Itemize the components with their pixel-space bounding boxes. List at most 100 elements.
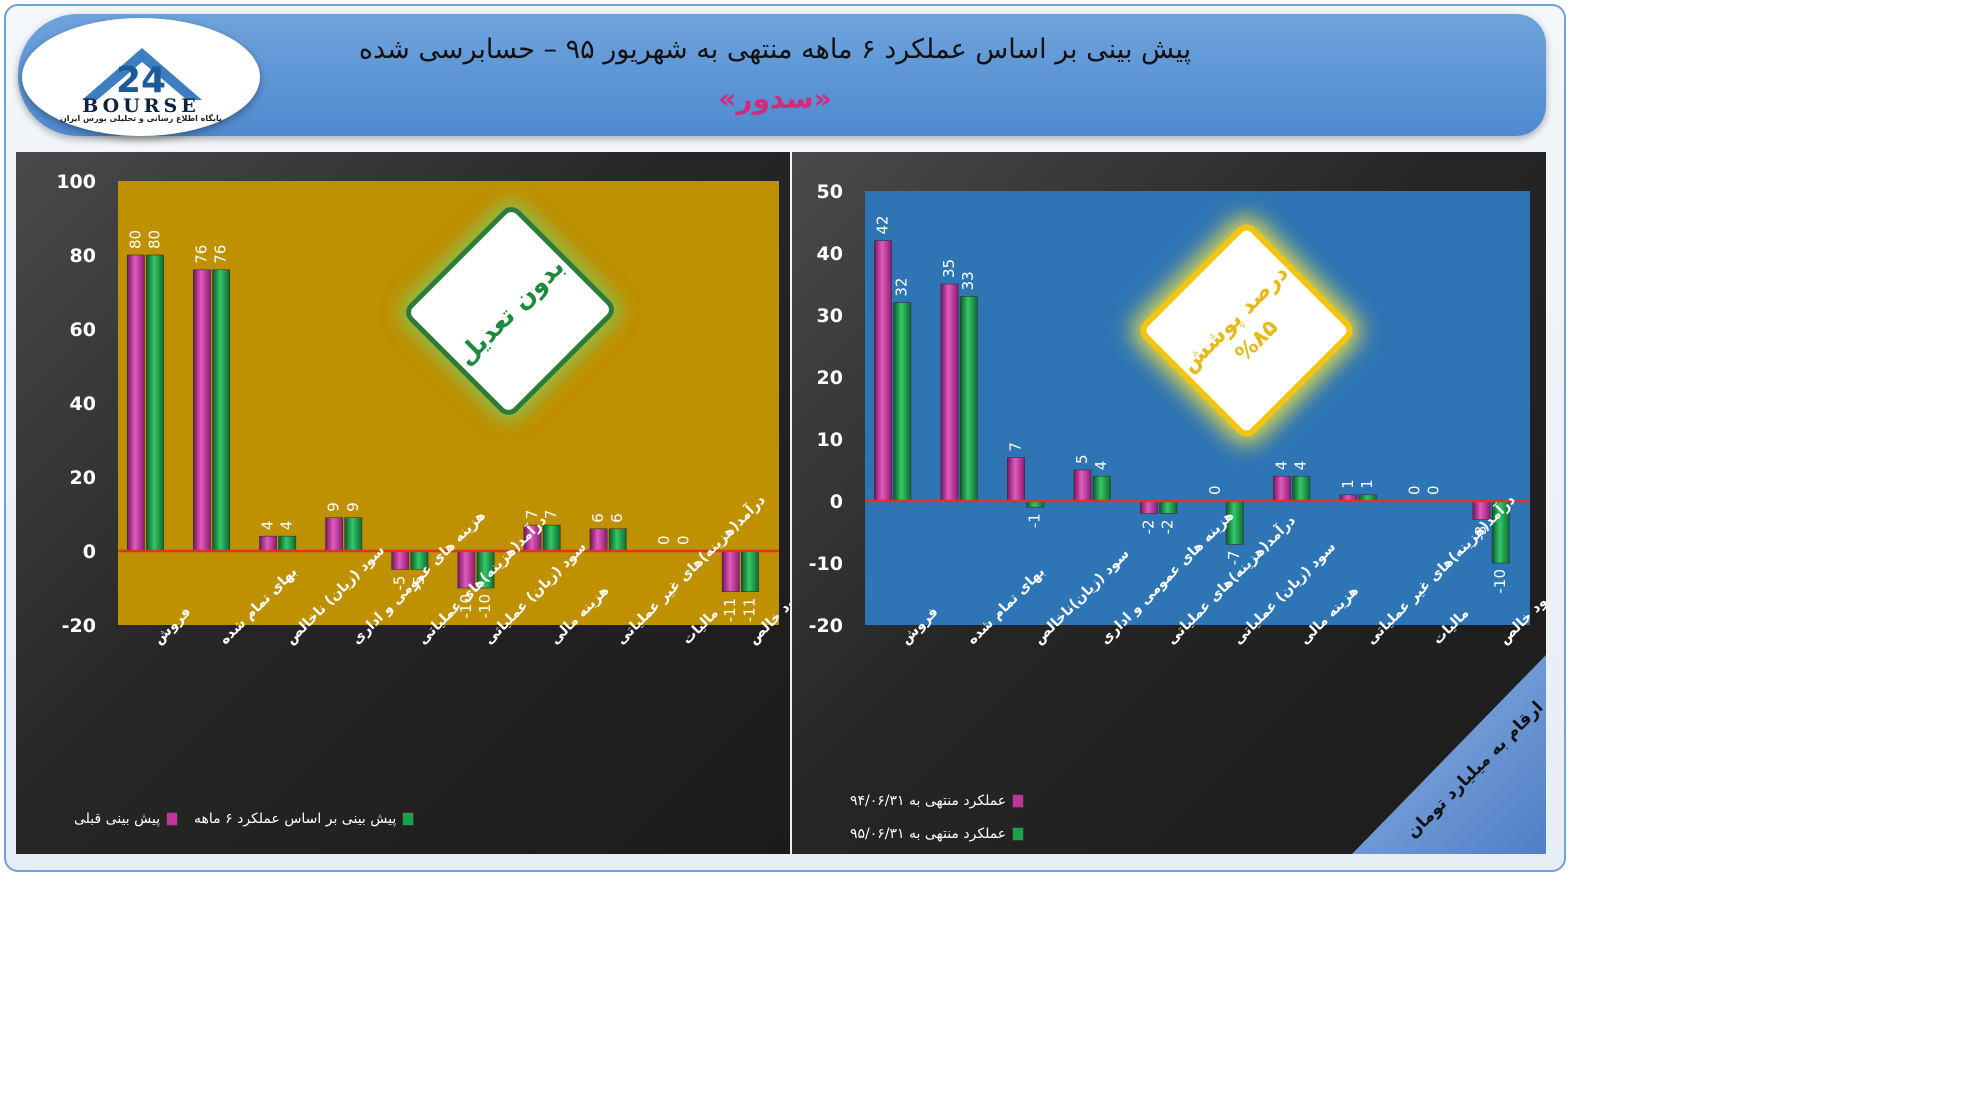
data-label: -10 bbox=[476, 594, 494, 619]
data-label: 4 bbox=[1092, 461, 1110, 471]
bar bbox=[741, 550, 759, 593]
left-legend-item-b: پیش بینی بر اساس عملکرد ۶ ماهه bbox=[194, 811, 415, 827]
y-tick-label: -10 bbox=[809, 553, 843, 575]
bar bbox=[146, 254, 164, 552]
data-label: 76 bbox=[192, 245, 210, 264]
data-label: 1 bbox=[1339, 479, 1357, 489]
data-label: -5 bbox=[410, 576, 428, 591]
data-label: 33 bbox=[959, 271, 977, 290]
y-tick-label: 0 bbox=[83, 541, 96, 563]
legend-label-b: عملکرد منتهی به ۹۵/۰۶/۳۱ bbox=[850, 826, 1007, 842]
data-label: 4 bbox=[278, 521, 296, 531]
page-title: پیش بینی بر اساس عملکرد ۶ ماهه منتهی به … bbox=[358, 34, 1192, 65]
bar bbox=[721, 550, 740, 593]
data-label: 76 bbox=[212, 245, 230, 264]
y-tick-label: 40 bbox=[70, 393, 96, 415]
data-label: -7 bbox=[1225, 550, 1243, 565]
bar bbox=[212, 269, 231, 552]
left-legend-item-a: پیش بینی قبلی bbox=[74, 811, 179, 827]
data-label: 4 bbox=[1272, 461, 1290, 471]
y-tick-label: 100 bbox=[56, 171, 96, 193]
y-tick-label: 30 bbox=[817, 305, 843, 327]
data-label: 6 bbox=[608, 513, 626, 523]
bar bbox=[1159, 500, 1178, 514]
bar bbox=[608, 528, 627, 552]
bar bbox=[193, 269, 211, 552]
legend-label-a: عملکرد منتهی به ۹۴/۰۶/۳۱ bbox=[850, 793, 1007, 809]
data-label: -10 bbox=[1491, 569, 1509, 594]
data-label: 4 bbox=[1292, 461, 1310, 471]
bar bbox=[1292, 475, 1311, 502]
data-label: -1 bbox=[1026, 513, 1044, 528]
data-label: 7 bbox=[1006, 442, 1024, 452]
legend-label-a: پیش بینی قبلی bbox=[74, 811, 161, 827]
right-legend-item-a: عملکرد منتهی به ۹۴/۰۶/۳۱ bbox=[850, 793, 1025, 809]
data-label: 80 bbox=[126, 230, 144, 249]
data-label: 6 bbox=[589, 513, 607, 523]
y-tick-label: -20 bbox=[809, 615, 843, 637]
data-label: 5 bbox=[1073, 454, 1091, 464]
bar bbox=[1007, 457, 1025, 502]
data-label: 7 bbox=[523, 510, 541, 520]
data-label: 0 bbox=[1425, 485, 1443, 495]
bar bbox=[1273, 475, 1291, 502]
bar bbox=[259, 535, 277, 552]
data-label: 0 bbox=[674, 535, 692, 545]
bar bbox=[325, 517, 344, 552]
bar bbox=[126, 254, 145, 552]
data-label: 42 bbox=[873, 216, 891, 235]
data-label: 9 bbox=[325, 502, 343, 512]
y-tick-label: 60 bbox=[70, 319, 96, 341]
bar bbox=[959, 296, 978, 502]
logo-text: BOURSE bbox=[82, 95, 200, 117]
legend-swatch-a bbox=[166, 812, 179, 826]
bar bbox=[1073, 469, 1092, 502]
legend-swatch-b bbox=[402, 812, 415, 826]
y-tick-label: 80 bbox=[70, 245, 96, 267]
bar bbox=[542, 524, 561, 552]
logo-tagline: پایگاه اطلاع رسانی و تحلیلی بورس ایران bbox=[59, 114, 223, 123]
y-tick-label: 20 bbox=[70, 467, 96, 489]
y-tick-label: 50 bbox=[817, 181, 843, 203]
y-tick-label: 40 bbox=[817, 243, 843, 265]
data-label: 4 bbox=[259, 521, 277, 531]
bar bbox=[893, 302, 912, 502]
data-label: -3 bbox=[1472, 526, 1490, 541]
legend-swatch-a bbox=[1012, 794, 1025, 808]
data-label: 0 bbox=[655, 535, 673, 545]
y-tick-label: 0 bbox=[830, 491, 843, 513]
bar bbox=[1140, 500, 1158, 514]
logo-number: 24 bbox=[116, 60, 166, 101]
data-label: 7 bbox=[542, 510, 560, 520]
bar bbox=[874, 240, 892, 502]
page-subtitle: «سدور» bbox=[718, 82, 832, 115]
bar bbox=[278, 535, 297, 552]
bar bbox=[940, 283, 959, 502]
data-label: -11 bbox=[721, 598, 739, 623]
badge-right-line1: درصد پوشش bbox=[1176, 260, 1294, 378]
right-chart-panel: 50 40 30 20 10 0 -10 -20 42 35 7 5 -2 0 4 1 0 -3 32 33 -1 4 -2… bbox=[792, 152, 1546, 854]
legend-swatch-b bbox=[1012, 827, 1025, 841]
data-label: -10 bbox=[457, 594, 475, 619]
data-label: 9 bbox=[344, 502, 362, 512]
legend-label-b: پیش بینی بر اساس عملکرد ۶ ماهه bbox=[194, 811, 397, 827]
header-banner bbox=[18, 14, 1546, 136]
badge-left-text: بدون تعدیل bbox=[450, 251, 570, 371]
y-tick-label: 20 bbox=[817, 367, 843, 389]
data-label: 32 bbox=[893, 278, 911, 297]
left-chart-panel: 100 80 60 40 20 0 -20 80 76 4 9 -5 -10 7 6 0 -11 80 76 4 9 -5… bbox=[16, 152, 790, 854]
bar bbox=[391, 550, 410, 570]
data-label: -5 bbox=[391, 576, 409, 591]
bar bbox=[344, 517, 363, 552]
logo: 24 BOURSE پایگاه اطلاع رسانی و تحلیلی بو… bbox=[22, 18, 260, 136]
data-label: 1 bbox=[1358, 479, 1376, 489]
logo-graphic: 24 BOURSE bbox=[82, 48, 202, 117]
data-label: 0 bbox=[1206, 485, 1224, 495]
data-label: 80 bbox=[146, 230, 164, 249]
right-legend-item-b: عملکرد منتهی به ۹۵/۰۶/۳۱ bbox=[850, 826, 1025, 842]
data-label: -2 bbox=[1159, 519, 1177, 534]
data-label: -11 bbox=[740, 598, 758, 623]
bar bbox=[1092, 475, 1111, 502]
